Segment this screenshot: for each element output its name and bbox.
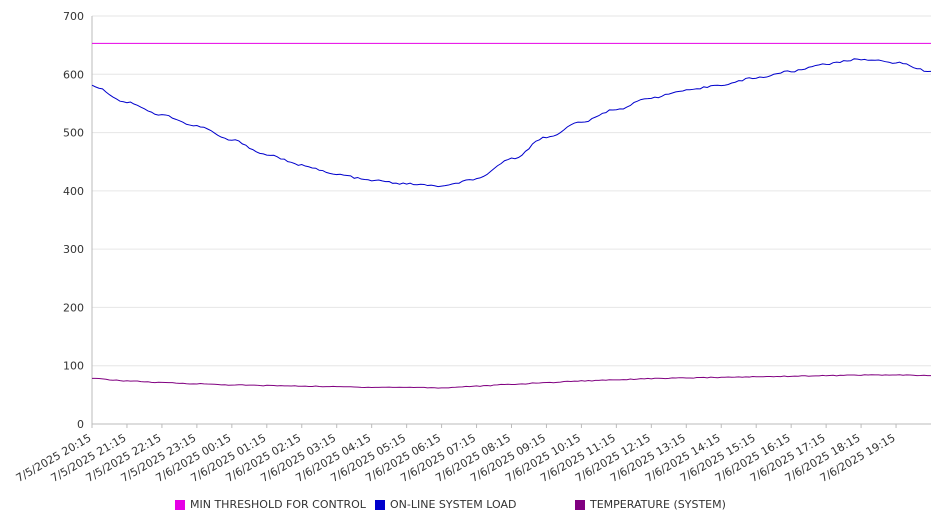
axes xyxy=(91,16,931,428)
legend-item: TEMPERATURE (SYSTEM) xyxy=(575,498,726,511)
legend-label: ON-LINE SYSTEM LOAD xyxy=(390,498,517,511)
legend-label: TEMPERATURE (SYSTEM) xyxy=(590,498,726,511)
y-tick-label: 400 xyxy=(63,185,84,198)
series-line-on-line-system-load xyxy=(91,58,932,188)
y-tick-label: 100 xyxy=(63,360,84,373)
y-tick-labels: 0 100 200 300 400 500 600 700 xyxy=(63,10,84,431)
y-tick-label: 600 xyxy=(63,68,84,81)
legend-swatch xyxy=(175,499,185,510)
y-tick-label: 0 xyxy=(77,418,84,431)
chart-legend: MIN THRESHOLD FOR CONTROL ON-LINE SYSTEM … xyxy=(0,498,946,514)
legend-item: ON-LINE SYSTEM LOAD xyxy=(375,498,516,511)
legend-swatch xyxy=(575,499,585,510)
legend-item: MIN THRESHOLD FOR CONTROL xyxy=(175,498,366,511)
grid-lines xyxy=(92,15,931,367)
series-line-temperature-system xyxy=(91,374,931,389)
y-tick-label: 200 xyxy=(63,301,84,314)
series-lines xyxy=(91,42,932,389)
x-tick-labels: 7/5/2025 20:157/5/2025 21:157/5/2025 22:… xyxy=(14,431,898,485)
y-tick-label: 700 xyxy=(63,10,84,23)
legend-label: MIN THRESHOLD FOR CONTROL xyxy=(190,498,366,511)
y-tick-label: 500 xyxy=(63,127,84,140)
y-tick-label: 300 xyxy=(63,243,84,256)
legend-swatch xyxy=(375,499,385,510)
